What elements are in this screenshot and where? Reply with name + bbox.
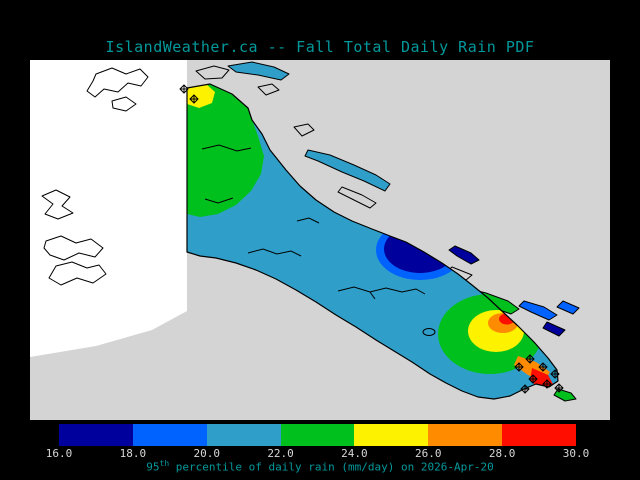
colorbar-tick-22.0: 22.0 xyxy=(267,447,294,460)
hatch-diamond-icon xyxy=(554,383,564,393)
islet xyxy=(556,300,580,315)
islet xyxy=(448,245,480,265)
hatch-diamond-icon xyxy=(189,94,199,104)
lake-outline xyxy=(422,328,436,336)
hatch-diamond-icon xyxy=(550,369,560,379)
river-path xyxy=(201,144,252,152)
islet xyxy=(337,186,377,209)
hatch-diamond-icon xyxy=(528,374,538,384)
islet xyxy=(227,61,290,81)
river-detail xyxy=(201,144,436,336)
islet xyxy=(257,83,280,96)
coastline-path xyxy=(41,189,74,220)
colorbar-segment-16.0-18.0 xyxy=(59,424,133,446)
colorbar-segment-26.0-28.0 xyxy=(428,424,503,446)
colorbar-segment-18.0-20.0 xyxy=(132,424,207,446)
colorbar-ticks: 16.0 18.0 20.0 22.0 24.0 26.0 28.0 30.0 xyxy=(46,447,590,461)
colorbar-tick-24.0: 24.0 xyxy=(341,447,368,460)
caption-rest: percentile of daily rain (mm/day) on 202… xyxy=(169,460,494,474)
hatch-diamond-icon xyxy=(514,362,524,372)
river-path xyxy=(296,217,320,224)
island-coastline xyxy=(186,83,559,400)
strait-islands xyxy=(195,61,580,402)
coastline-path xyxy=(111,96,137,112)
caption-prefix: 95 xyxy=(146,460,160,474)
colorbar-tick-28.0: 28.0 xyxy=(488,447,516,460)
caption-superscript: th xyxy=(159,459,170,468)
hatch-markers xyxy=(179,84,564,394)
river-path xyxy=(204,197,234,204)
colorbar-segment-20.0-22.0 xyxy=(206,424,281,446)
hatch-diamond-icon xyxy=(542,379,552,389)
islet xyxy=(518,300,558,321)
coastline-path xyxy=(86,67,149,98)
colorbar-tick-26.0: 26.0 xyxy=(415,447,442,460)
colorbar-tick-16.0: 16.0 xyxy=(45,447,73,460)
caption: 95th percentile of daily rain (mm/day) o… xyxy=(0,459,640,474)
hatch-diamond-icon xyxy=(179,84,189,94)
colorbar-tick-18.0: 18.0 xyxy=(119,447,147,460)
colorbar-tick-20.0: 20.0 xyxy=(193,447,220,460)
colorbar-segment-22.0-24.0 xyxy=(280,424,355,446)
colorbar xyxy=(59,424,577,446)
colorbar-tick-30.0: 30.0 xyxy=(562,447,590,460)
hatch-diamond-icon xyxy=(525,354,535,364)
coastline-path xyxy=(48,261,107,286)
colorbar-segment-28.0-30.0 xyxy=(502,424,577,446)
coastline-detail-nodata xyxy=(41,67,149,286)
hatch-diamond-icon xyxy=(520,384,530,394)
islet xyxy=(304,149,391,192)
islet xyxy=(195,65,230,80)
river-path xyxy=(337,286,426,300)
islet xyxy=(542,321,566,337)
river-path xyxy=(247,248,302,257)
hatch-diamond-icon xyxy=(538,362,548,372)
colorbar-segment-24.0-26.0 xyxy=(354,424,429,446)
contour-north-green xyxy=(187,84,264,217)
coastline-path xyxy=(43,235,104,261)
islet xyxy=(293,123,315,137)
plot-title: IslandWeather.ca -- Fall Total Daily Rai… xyxy=(105,38,535,56)
no-data-region xyxy=(30,60,187,357)
